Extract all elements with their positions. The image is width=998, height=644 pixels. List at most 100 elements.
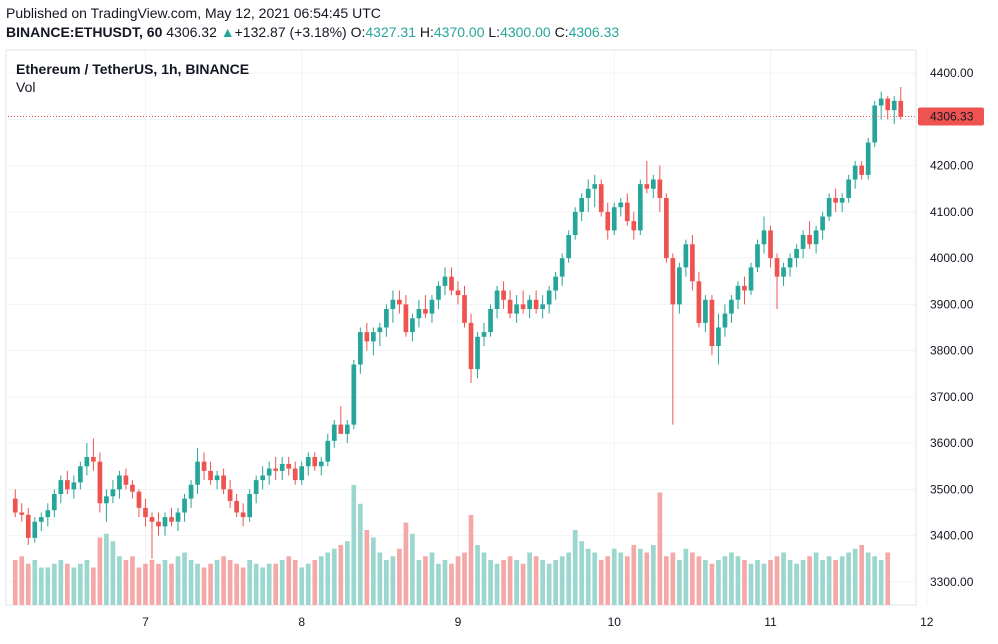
candle-body xyxy=(624,202,630,222)
candle xyxy=(130,480,135,499)
candle-body xyxy=(188,484,194,499)
volume-bar xyxy=(833,560,838,605)
candle xyxy=(807,221,812,249)
candle-body xyxy=(520,304,526,309)
candle-body xyxy=(442,276,448,286)
volume-bar xyxy=(429,552,435,605)
open-value: 4327.31 xyxy=(365,24,416,40)
candle-body xyxy=(364,332,370,342)
candle-body xyxy=(507,299,513,314)
candle-body xyxy=(852,165,858,180)
volume-bar xyxy=(872,556,878,605)
volume-bar xyxy=(214,560,220,605)
y-tick-label: 4400.00 xyxy=(930,66,974,80)
candle-body xyxy=(403,304,409,333)
candle xyxy=(266,461,272,485)
candle-body xyxy=(813,230,819,245)
candle xyxy=(891,96,897,124)
y-tick-label: 3900.00 xyxy=(930,297,974,311)
candle-body xyxy=(325,440,331,462)
volume-bar xyxy=(110,541,116,605)
low-value: 4300.00 xyxy=(500,24,551,40)
volume-bar xyxy=(344,541,350,605)
volume-bar xyxy=(865,552,871,605)
candle xyxy=(774,253,780,309)
volume-bar xyxy=(364,530,370,605)
candle-body xyxy=(618,202,624,208)
candle-body xyxy=(208,470,213,481)
volume-bar xyxy=(839,556,845,605)
volume-bar xyxy=(846,552,852,605)
volume-bar xyxy=(305,563,311,605)
volume-bar xyxy=(195,563,200,605)
candle xyxy=(305,452,311,476)
volume-bar xyxy=(436,563,441,605)
candle xyxy=(520,290,526,314)
candle xyxy=(273,457,279,481)
candle-body xyxy=(579,198,585,212)
candle xyxy=(813,225,819,254)
volume-bar xyxy=(514,560,519,605)
candle-body xyxy=(807,235,812,245)
volume-bar xyxy=(813,552,819,605)
volume-bar xyxy=(579,541,585,605)
candle-body xyxy=(540,304,545,309)
candle xyxy=(214,470,220,490)
candle-body xyxy=(397,299,402,305)
volume-bar xyxy=(650,545,656,605)
volume-bar xyxy=(729,552,734,605)
volume-bar xyxy=(201,567,207,605)
volume-bar xyxy=(12,560,18,605)
volume-bar xyxy=(318,556,324,605)
volume-bar xyxy=(384,560,389,605)
volume-bar xyxy=(182,552,187,605)
candle-body xyxy=(91,457,96,462)
candle xyxy=(175,507,181,531)
candle xyxy=(299,461,305,485)
volume-bar xyxy=(768,560,773,605)
last-price: 4306.32 xyxy=(166,24,217,40)
volume-bar xyxy=(559,556,565,605)
candle xyxy=(331,420,337,448)
candle xyxy=(787,253,793,277)
candle-body xyxy=(572,211,578,235)
candle xyxy=(527,295,532,319)
candle-body xyxy=(514,304,519,314)
candle xyxy=(579,193,585,222)
candle xyxy=(292,461,298,485)
candle xyxy=(390,290,396,323)
candle xyxy=(19,503,25,522)
volume-bar xyxy=(690,552,695,605)
candle-body xyxy=(227,489,233,501)
candle xyxy=(826,193,832,222)
candle xyxy=(566,230,572,263)
candles xyxy=(12,87,904,559)
candle-body xyxy=(201,461,207,471)
candle-body xyxy=(247,494,252,518)
volume-bar xyxy=(78,563,83,605)
candle xyxy=(377,322,383,346)
candle-body xyxy=(416,309,422,319)
candle xyxy=(559,253,565,286)
candle-body xyxy=(839,198,845,203)
candle xyxy=(585,179,591,212)
candle xyxy=(781,262,786,286)
candle-body xyxy=(130,484,135,492)
candle xyxy=(735,281,741,309)
high-label: H: xyxy=(419,24,434,40)
close-value: 4306.33 xyxy=(568,24,620,40)
candle xyxy=(650,174,656,198)
candle-body xyxy=(488,309,493,333)
candle xyxy=(690,235,695,291)
volume-bar xyxy=(540,560,545,605)
candle xyxy=(240,503,246,527)
candle xyxy=(247,489,252,522)
candle xyxy=(423,295,428,319)
volume-bar xyxy=(735,556,741,605)
volume-bar xyxy=(553,560,559,605)
candle-body xyxy=(371,332,376,342)
candle-body xyxy=(462,295,467,323)
candle xyxy=(644,161,650,194)
candle-body xyxy=(481,332,487,337)
